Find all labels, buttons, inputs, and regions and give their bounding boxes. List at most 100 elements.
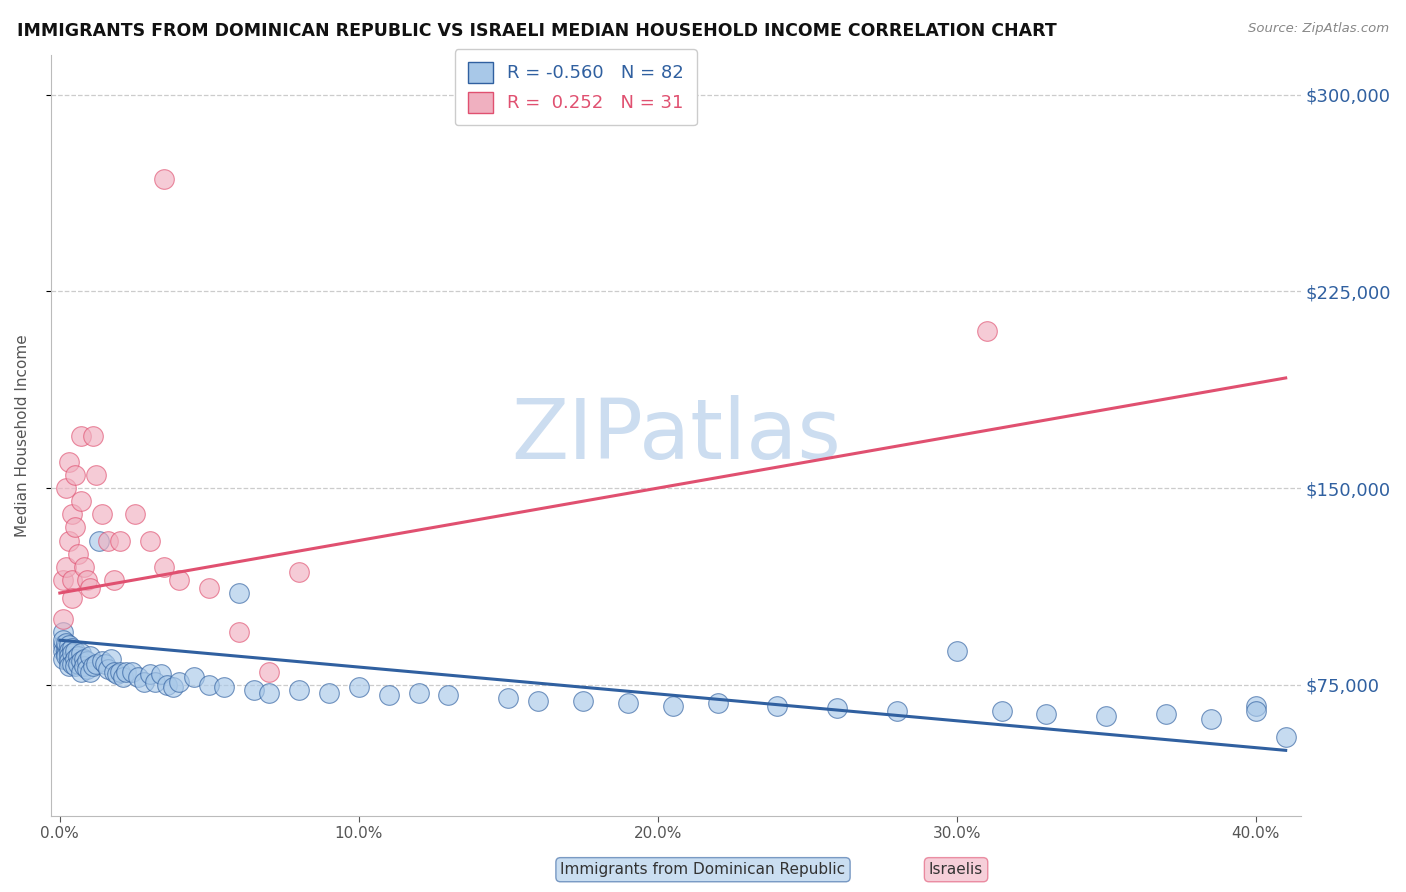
Point [288, 565, 311, 579]
Point [108, 533, 131, 548]
Point [257, 686, 280, 700]
Legend: R = -0.560   N = 82, R =  0.252   N = 31: R = -0.560 N = 82, R = 0.252 N = 31 [456, 49, 696, 125]
Text: IMMIGRANTS FROM DOMINICAN REPUBLIC VS ISRAELI MEDIAN HOUSEHOLD INCOME CORRELATIO: IMMIGRANTS FROM DOMINICAN REPUBLIC VS IS… [17, 22, 1057, 40]
Point [825, 701, 848, 715]
Point [156, 678, 179, 692]
Point [1199, 712, 1222, 726]
Point [617, 696, 640, 710]
Point [60, 646, 83, 660]
Point [408, 686, 430, 700]
Point [886, 704, 908, 718]
Point [1244, 704, 1267, 718]
Point [706, 696, 728, 710]
Point [100, 651, 122, 665]
Point [243, 683, 266, 698]
Point [153, 171, 176, 186]
Text: Israelis: Israelis [929, 863, 983, 877]
Point [138, 533, 160, 548]
Point [52, 612, 75, 626]
Point [55, 636, 77, 650]
Point [90, 654, 112, 668]
Point [52, 639, 75, 653]
Point [79, 665, 101, 679]
Point [990, 704, 1012, 718]
Y-axis label: Median Household Income: Median Household Income [15, 334, 30, 537]
Point [212, 681, 235, 695]
Point [661, 698, 683, 713]
Point [976, 324, 998, 338]
Point [82, 659, 104, 673]
Point [69, 428, 91, 442]
Point [55, 641, 77, 656]
Point [132, 675, 155, 690]
Point [52, 633, 75, 648]
Point [527, 693, 550, 707]
Point [198, 581, 221, 595]
Point [79, 581, 101, 595]
Point [1095, 709, 1118, 723]
Point [63, 520, 86, 534]
Point [52, 625, 75, 640]
Point [58, 639, 80, 653]
Point [52, 651, 75, 665]
Point [60, 508, 83, 522]
Point [1244, 698, 1267, 713]
Point [228, 625, 250, 640]
Point [60, 591, 83, 606]
Point [228, 586, 250, 600]
Point [63, 643, 86, 657]
Point [946, 643, 969, 657]
Point [60, 657, 83, 671]
Point [60, 641, 83, 656]
Point [73, 651, 96, 665]
Point [66, 657, 89, 671]
Point [105, 667, 128, 681]
Point [58, 654, 80, 668]
Point [97, 533, 120, 548]
Point [55, 559, 77, 574]
Point [90, 508, 112, 522]
Point [63, 651, 86, 665]
Point [153, 559, 176, 574]
Point [55, 648, 77, 663]
Point [162, 681, 184, 695]
Point [288, 683, 311, 698]
Point [60, 573, 83, 587]
Text: ZIPatlas: ZIPatlas [510, 395, 841, 476]
Point [63, 467, 86, 482]
Point [114, 665, 136, 679]
Point [84, 657, 107, 671]
Point [347, 681, 370, 695]
Point [124, 508, 146, 522]
Point [69, 646, 91, 660]
Point [76, 654, 98, 668]
Point [111, 670, 134, 684]
Point [79, 648, 101, 663]
Point [66, 648, 89, 663]
Point [150, 667, 173, 681]
Point [87, 533, 110, 548]
Point [1154, 706, 1177, 721]
Point [766, 698, 789, 713]
Text: Immigrants from Dominican Republic: Immigrants from Dominican Republic [561, 863, 845, 877]
Point [58, 659, 80, 673]
Text: Source: ZipAtlas.com: Source: ZipAtlas.com [1249, 22, 1389, 36]
Point [1035, 706, 1057, 721]
Point [127, 670, 149, 684]
Point [55, 646, 77, 660]
Point [108, 665, 131, 679]
Point [73, 659, 96, 673]
Point [145, 675, 167, 690]
Point [58, 643, 80, 657]
Point [169, 675, 191, 690]
Point [52, 573, 75, 587]
Point [121, 665, 143, 679]
Point [1274, 730, 1296, 744]
Point [69, 494, 91, 508]
Point [377, 688, 399, 702]
Point [93, 657, 115, 671]
Point [103, 573, 125, 587]
Point [69, 654, 91, 668]
Point [76, 573, 98, 587]
Point [572, 693, 595, 707]
